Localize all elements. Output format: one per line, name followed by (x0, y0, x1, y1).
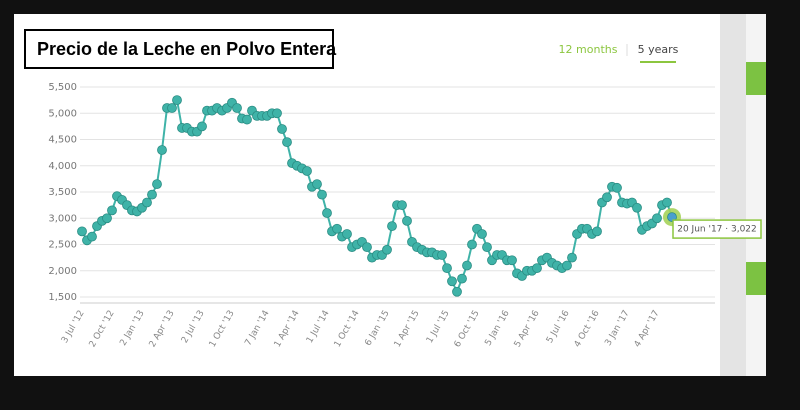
chart-title: Precio de la Leche en Polvo Entera (37, 39, 337, 59)
point (322, 208, 332, 218)
point (462, 260, 472, 271)
title-box (24, 29, 334, 69)
point (232, 103, 242, 113)
point (167, 103, 177, 113)
point (652, 213, 662, 224)
y-tick-label: 3,500 (48, 187, 77, 198)
tooltip-box (672, 219, 762, 239)
point (242, 114, 252, 125)
point (567, 252, 577, 263)
point (332, 223, 342, 234)
y-tick-label: 5,000 (48, 108, 77, 119)
point (437, 250, 447, 260)
point (592, 226, 602, 237)
point (397, 200, 407, 211)
point (482, 242, 492, 253)
point (147, 189, 157, 200)
range-button[interactable]: 5 years (638, 43, 679, 56)
point (342, 229, 352, 239)
point (87, 231, 97, 242)
y-tick-label: 4,000 (48, 161, 77, 172)
point (467, 239, 477, 250)
point (197, 121, 207, 132)
point (302, 166, 312, 176)
y-tick-label: 3,000 (48, 213, 77, 224)
point (77, 226, 87, 237)
y-tick-label: 1,500 (48, 292, 77, 303)
point (662, 197, 672, 208)
point (102, 213, 112, 224)
point (562, 260, 572, 271)
panel (14, 14, 766, 376)
point (602, 192, 612, 203)
point (152, 179, 162, 190)
y-tick-label: 2,000 (48, 266, 77, 277)
point (272, 108, 282, 119)
point (107, 205, 117, 216)
point (452, 286, 462, 297)
point (382, 244, 392, 255)
point (282, 137, 292, 148)
point (157, 145, 167, 155)
y-tick-label: 2,500 (48, 240, 77, 251)
point (142, 197, 152, 208)
point (317, 189, 327, 200)
point (532, 263, 542, 274)
y-tick-label: 4,500 (48, 135, 77, 146)
tooltip-text: 20 Jun '17 · 3,022 (677, 225, 757, 235)
point (612, 182, 622, 193)
point (402, 215, 412, 226)
y-tick-label: 5,500 (48, 82, 77, 93)
point (387, 221, 397, 232)
point (442, 263, 452, 274)
point (172, 95, 182, 106)
point (312, 179, 322, 190)
point (457, 273, 467, 284)
point (277, 124, 287, 134)
point (362, 242, 372, 253)
side-button[interactable] (746, 262, 766, 295)
point (447, 276, 457, 287)
point (507, 255, 517, 266)
point (477, 229, 487, 239)
range-button[interactable]: 12 months (559, 43, 618, 56)
side-button[interactable] (746, 62, 766, 95)
point (632, 202, 642, 213)
